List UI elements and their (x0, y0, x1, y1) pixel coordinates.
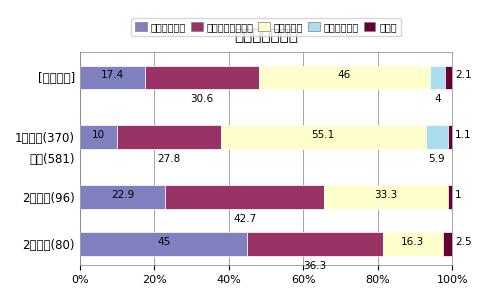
Text: 42.7: 42.7 (232, 214, 256, 224)
Bar (80, 232, 247, 256)
Bar (80, 66, 144, 89)
Bar (425, 125, 447, 149)
Text: 55.1: 55.1 (311, 130, 334, 140)
Bar (447, 185, 451, 209)
Bar (429, 66, 444, 89)
Bar (80, 125, 117, 149)
Text: 22.9: 22.9 (111, 190, 134, 200)
Text: 2.5: 2.5 (454, 237, 471, 247)
Bar (324, 185, 447, 209)
Bar (144, 66, 258, 89)
Text: 5.9: 5.9 (427, 154, 444, 164)
Bar (247, 232, 382, 256)
Bar (220, 125, 425, 149)
Bar (165, 185, 324, 209)
Text: 33.3: 33.3 (374, 190, 397, 200)
Title: 日本語の会話力: 日本語の会話力 (233, 28, 298, 44)
Text: 4: 4 (433, 94, 440, 104)
Text: 27.8: 27.8 (157, 154, 180, 164)
Text: 2.1: 2.1 (454, 70, 471, 80)
Text: 46: 46 (337, 70, 350, 80)
Text: 1: 1 (454, 190, 461, 200)
Bar (382, 232, 442, 256)
Bar (447, 125, 451, 149)
Text: 17.4: 17.4 (100, 70, 124, 80)
Text: 10: 10 (92, 130, 105, 140)
Bar (444, 66, 452, 89)
Text: 16.3: 16.3 (400, 237, 424, 247)
Text: 30.6: 30.6 (190, 94, 213, 104)
Legend: 十分に話せる, 半分くらい話せる, 少し話せる, 全然話せない, 無回答: 十分に話せる, 半分くらい話せる, 少し話せる, 全然話せない, 無回答 (131, 18, 400, 36)
Bar (258, 66, 429, 89)
Bar (442, 232, 452, 256)
Text: 36.3: 36.3 (303, 261, 326, 271)
Text: 1.1: 1.1 (454, 130, 471, 140)
Bar (80, 185, 165, 209)
Text: 45: 45 (157, 237, 170, 247)
Bar (117, 125, 220, 149)
